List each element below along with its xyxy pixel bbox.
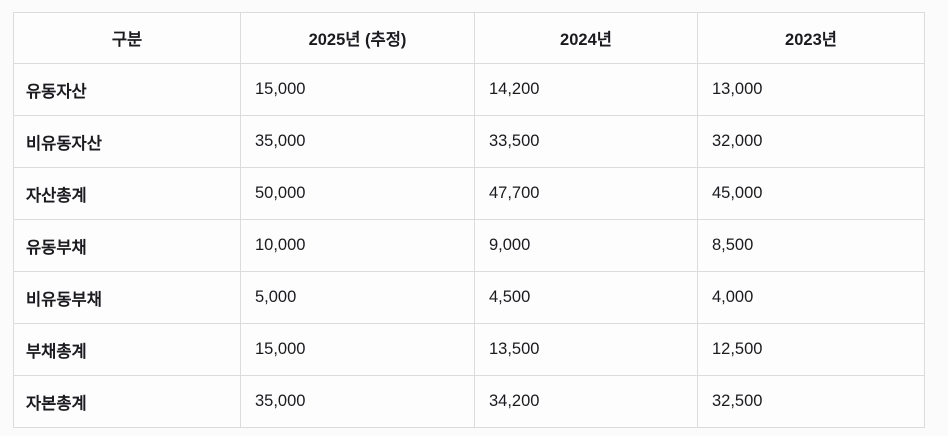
value-cell: 10,000 — [240, 219, 475, 272]
value-cell: 15,000 — [240, 323, 475, 376]
value-cell: 45,000 — [697, 167, 925, 220]
financial-table-container: 구분 2025년 (추정) 2024년 2023년 유동자산 15,000 14… — [13, 12, 925, 428]
table-row: 유동자산 15,000 14,200 13,000 — [13, 63, 925, 116]
value-cell: 8,500 — [697, 219, 925, 272]
table-row: 비유동자산 35,000 33,500 32,000 — [13, 115, 925, 168]
table-row: 유동부채 10,000 9,000 8,500 — [13, 219, 925, 272]
row-label-cell: 유동부채 — [13, 219, 241, 272]
column-header-2025: 2025년 (추정) — [240, 12, 475, 64]
row-label-cell: 유동자산 — [13, 63, 241, 116]
value-cell: 14,200 — [474, 63, 698, 116]
table-row: 자산총계 50,000 47,700 45,000 — [13, 167, 925, 220]
value-cell: 12,500 — [697, 323, 925, 376]
value-cell: 5,000 — [240, 271, 475, 324]
row-label-cell: 자산총계 — [13, 167, 241, 220]
row-label-cell: 비유동부채 — [13, 271, 241, 324]
value-cell: 35,000 — [240, 115, 475, 168]
value-cell: 47,700 — [474, 167, 698, 220]
column-header-2023: 2023년 — [697, 12, 925, 64]
value-cell: 4,000 — [697, 271, 925, 324]
value-cell: 34,200 — [474, 375, 698, 428]
financial-summary-table: 구분 2025년 (추정) 2024년 2023년 유동자산 15,000 14… — [13, 12, 925, 428]
table-row: 비유동부채 5,000 4,500 4,000 — [13, 271, 925, 324]
value-cell: 35,000 — [240, 375, 475, 428]
table-row: 부채총계 15,000 13,500 12,500 — [13, 323, 925, 376]
value-cell: 32,000 — [697, 115, 925, 168]
value-cell: 9,000 — [474, 219, 698, 272]
value-cell: 50,000 — [240, 167, 475, 220]
table-row: 자본총계 35,000 34,200 32,500 — [13, 375, 925, 428]
value-cell: 15,000 — [240, 63, 475, 116]
row-label-cell: 비유동자산 — [13, 115, 241, 168]
value-cell: 13,500 — [474, 323, 698, 376]
value-cell: 32,500 — [697, 375, 925, 428]
value-cell: 13,000 — [697, 63, 925, 116]
value-cell: 4,500 — [474, 271, 698, 324]
column-header-category: 구분 — [13, 12, 241, 64]
value-cell: 33,500 — [474, 115, 698, 168]
row-label-cell: 자본총계 — [13, 375, 241, 428]
header-row: 구분 2025년 (추정) 2024년 2023년 — [13, 12, 925, 64]
row-label-cell: 부채총계 — [13, 323, 241, 376]
column-header-2024: 2024년 — [474, 12, 698, 64]
